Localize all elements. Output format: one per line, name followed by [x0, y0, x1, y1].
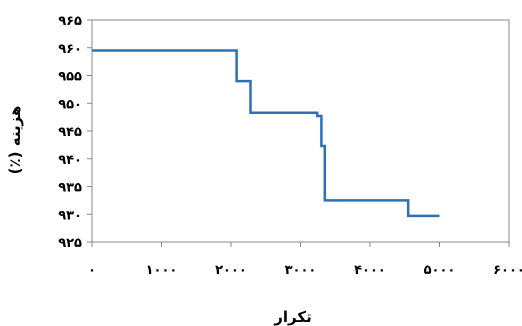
- x-axis-title: تکرار: [273, 308, 311, 326]
- y-tick-label: ٩۶٠: [58, 42, 82, 57]
- y-axis: ٩٢۵ ٩٣٠ ٩٣۵ ٩۴٠ ٩۴۵ ٩۵٠ ٩۵۵ ٩۶٠ ٩۶۵: [58, 14, 92, 251]
- y-tick-label: ٩٢۵: [58, 236, 82, 251]
- plot-area: [91, 19, 510, 243]
- series-line: [92, 49, 440, 218]
- y-axis-title: هزینه (٪): [6, 106, 24, 175]
- y-tick-label: ٩۶۵: [58, 14, 82, 29]
- x-tick-label: ٠: [88, 263, 96, 278]
- x-tick-label: ١٠٠٠: [146, 263, 178, 278]
- y-tick-label: ٩۴٠: [58, 153, 82, 168]
- x-tick-label: ٣٠٠٠: [285, 263, 317, 278]
- y-tick-label: ٩۵۵: [58, 70, 82, 85]
- y-tick-label: ٩۴۵: [58, 125, 82, 140]
- x-tick-label: ۵٠٠٠: [424, 263, 456, 278]
- x-tick-label: ۴٠٠٠: [354, 263, 386, 278]
- x-axis: ٠ ١٠٠٠ ٢٠٠٠ ٣٠٠٠ ۴٠٠٠ ۵٠٠٠ ۶٠٠٠: [88, 242, 522, 278]
- y-tick-label: ٩۵٠: [58, 97, 82, 112]
- x-tick-label: ٢٠٠٠: [215, 263, 247, 278]
- y-tick-label: ٩٣۵: [58, 181, 82, 196]
- y-tick-label: ٩٣٠: [58, 208, 82, 223]
- x-tick-label: ۶٠٠٠: [493, 263, 522, 278]
